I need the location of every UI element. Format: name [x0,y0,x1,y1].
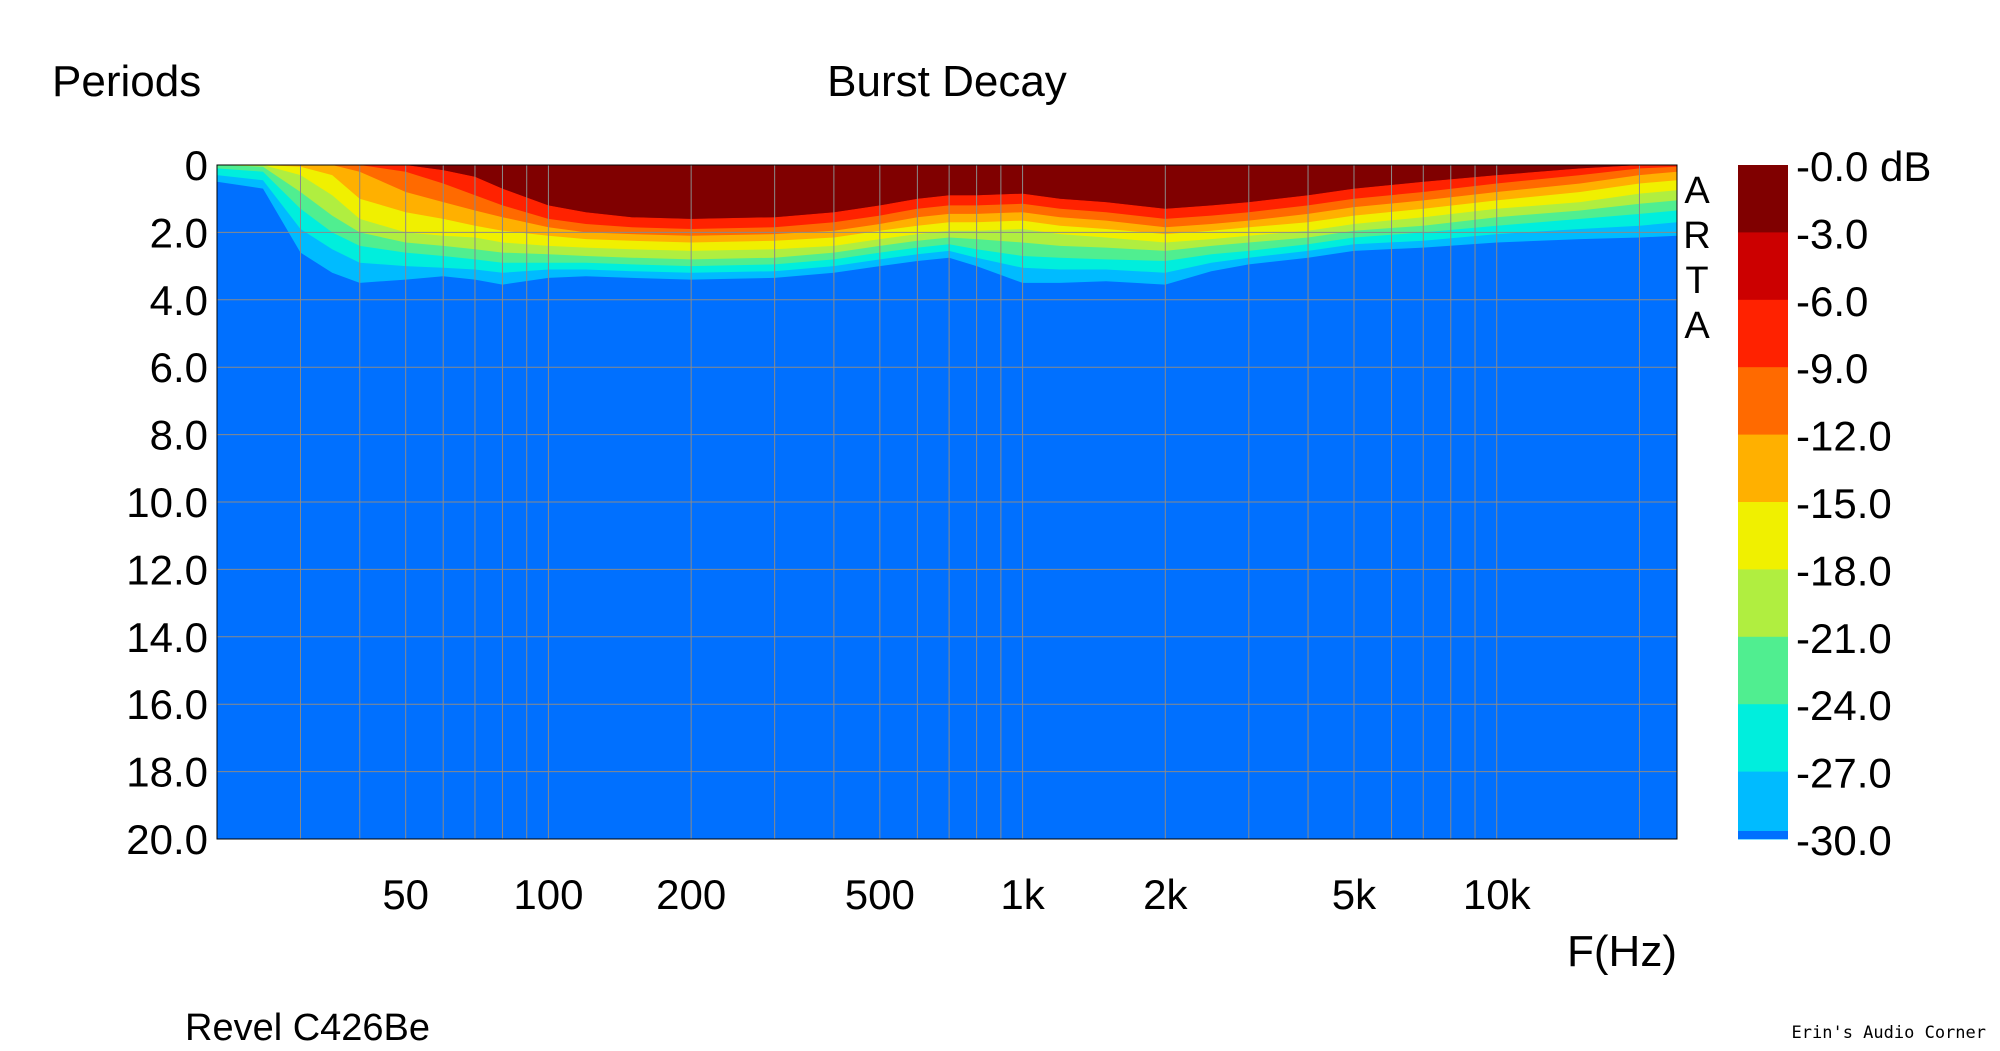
x-axis-label: F(Hz) [1567,927,1677,976]
y-tick-label: 0 [185,142,208,189]
plot-area [217,165,1677,839]
arta-letter: A [1684,305,1710,347]
colorbar-swatch [1738,367,1788,436]
y-tick-label: 12.0 [126,546,208,593]
colorbar-swatch [1738,434,1788,503]
x-tick-label: 2k [1143,871,1188,918]
y-tick-labels: 0 2.0 4.0 6.0 8.0 10.0 12.0 14.0 16.0 18.0 20.0 [126,142,208,863]
y-tick-label: 14.0 [126,614,208,661]
colorbar-label: -9.0 [1796,345,1868,392]
colorbar-swatch [1738,165,1788,233]
colorbar-label: -12.0 [1796,413,1892,460]
colorbar-swatch [1738,636,1788,705]
y-tick-label: 8.0 [150,412,208,459]
chart-subtitle: Revel C426Be [185,1007,430,1049]
y-tick-label: 4.0 [150,277,208,324]
x-tick-label: 50 [382,871,429,918]
y-axis-label: Periods [52,57,201,106]
y-tick-label: 2.0 [150,209,208,256]
chart-title: Burst Decay [827,57,1067,106]
footer-credit: Erin's Audio Corner [1791,1023,1986,1043]
x-tick-label: 5k [1332,871,1377,918]
y-tick-label: 18.0 [126,749,208,796]
colorbar-swatch [1738,771,1788,840]
colorbar-swatch [1738,232,1788,301]
colorbar-label: -0.0 dB [1796,143,1931,190]
arta-letter: R [1683,215,1710,257]
decay-band-0db [217,165,1677,219]
x-tick-label: 100 [513,871,583,918]
x-tick-label: 10k [1463,871,1532,918]
colorbar: -0.0 dB -3.0 -6.0 -9.0 -12.0 -15.0 -18.0 -21.0 -… [1738,143,1931,864]
colorbar-label: -21.0 [1796,615,1892,662]
arta-letter: A [1684,170,1710,212]
colorbar-swatch [1738,831,1788,839]
x-tick-labels: 50 100 200 500 1k 2k 5k 10k [382,871,1531,918]
colorbar-label: -24.0 [1796,682,1892,729]
colorbar-label: -27.0 [1796,750,1892,797]
y-tick-label: 20.0 [126,816,208,863]
colorbar-swatch [1738,704,1788,773]
x-tick-label: 200 [656,871,726,918]
plot-border [216,164,1678,840]
colorbar-swatch [1738,502,1788,570]
y-tick-label: 10.0 [126,479,208,526]
colorbar-swatch [1738,569,1788,638]
y-tick-label: 16.0 [126,681,208,728]
arta-letter: T [1685,260,1708,302]
colorbar-label: -6.0 [1796,278,1868,325]
colorbar-label: -15.0 [1796,480,1892,527]
colorbar-label: -30.0 [1796,817,1892,864]
colorbar-swatch [1738,299,1788,368]
y-tick-label: 6.0 [150,344,208,391]
colorbar-label: -18.0 [1796,547,1892,594]
x-tick-label: 500 [845,871,915,918]
colorbar-label: -3.0 [1796,210,1868,257]
x-tick-label: 1k [1000,871,1045,918]
grid-lines [217,165,1677,839]
